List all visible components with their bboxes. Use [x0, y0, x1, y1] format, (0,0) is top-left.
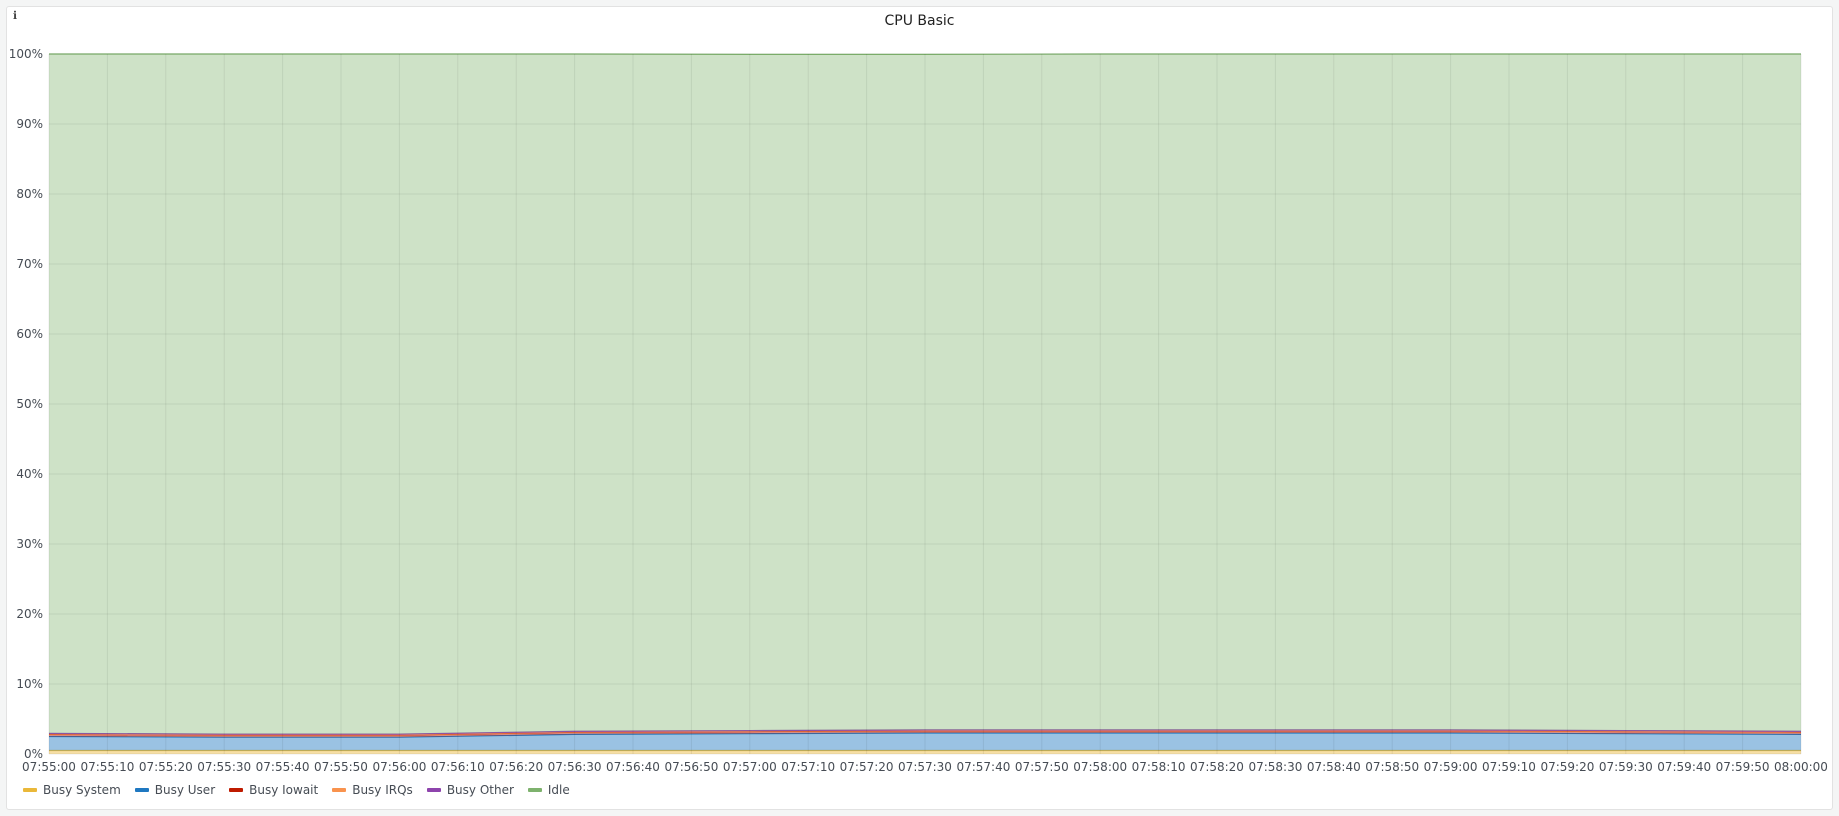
x-tick-label: 07:57:40: [956, 760, 1010, 774]
x-tick-label: 07:57:30: [898, 760, 952, 774]
legend-item-busy-system[interactable]: Busy System: [23, 783, 121, 797]
line-busy-irqs: [48, 729, 1802, 736]
x-tick-label: 07:55:30: [197, 760, 251, 774]
y-tick-label: 10%: [16, 677, 43, 691]
legend-label: Busy Iowait: [249, 783, 319, 797]
x-tick-label: 07:55:20: [139, 760, 193, 774]
y-tick-label: 70%: [16, 257, 43, 271]
legend-item-busy-other[interactable]: Busy Other: [426, 783, 514, 797]
x-tick-label: 07:59:30: [1599, 760, 1653, 774]
x-tick-label: 07:55:10: [80, 760, 134, 774]
x-tick-label: 07:56:30: [548, 760, 602, 774]
legend-label: Busy User: [154, 783, 216, 797]
x-tick-label: 07:59:50: [1716, 760, 1770, 774]
x-tick-label: 07:58:40: [1307, 760, 1361, 774]
x-tick-label: 07:59:20: [1540, 760, 1594, 774]
y-tick-label: 100%: [9, 47, 43, 61]
cpu-chart[interactable]: 0% 10% 20% 30% 40% 50% 60% 70% 80% 90% 100% 07:55:0…: [7, 7, 1834, 777]
x-tick-label: 07:59:00: [1424, 760, 1478, 774]
panel-title[interactable]: CPU Basic: [884, 13, 955, 29]
legend-item-idle[interactable]: Idle: [527, 783, 570, 797]
x-tick-label: 07:57:00: [723, 760, 777, 774]
x-tick-label: 07:59:40: [1657, 760, 1711, 774]
x-tick-label: 07:58:50: [1365, 760, 1419, 774]
x-tick-label: 07:56:10: [431, 760, 485, 774]
legend-swatch: [134, 788, 149, 792]
legend-swatch: [23, 788, 37, 792]
x-tick-label: 08:00:00: [1774, 760, 1828, 774]
legend-item-busy-irqs[interactable]: Busy IRQs: [332, 783, 413, 797]
x-tick-label: 07:58:00: [1073, 760, 1127, 774]
x-tick-label: 07:57:50: [1015, 760, 1069, 774]
legend-label: Busy System: [43, 783, 121, 797]
legend-swatch: [229, 788, 244, 792]
legend: Busy System Busy User Busy Iowait Busy I…: [23, 783, 570, 797]
x-tick-label: 07:55:50: [314, 760, 368, 774]
legend-label: Busy Other: [446, 783, 514, 797]
x-tick-label: 07:57:10: [781, 760, 835, 774]
y-tick-label: 0%: [24, 747, 43, 761]
area-busy-iowait[interactable]: [49, 730, 1801, 738]
y-tick-label: 50%: [16, 397, 43, 411]
x-tick-label: 07:57:20: [840, 760, 894, 774]
x-tick-label: 07:55:40: [256, 760, 310, 774]
y-tick-label: 40%: [16, 467, 43, 481]
y-tick-label: 60%: [16, 327, 43, 341]
legend-swatch: [527, 788, 542, 792]
info-icon[interactable]: ℹ: [12, 9, 18, 22]
legend-swatch: [426, 788, 441, 792]
x-tick-label: 07:58:10: [1132, 760, 1186, 774]
legend-swatch: [332, 788, 347, 792]
y-tick-label: 80%: [16, 187, 43, 201]
x-tick-label: 07:58:30: [1248, 760, 1302, 774]
x-tick-label: 07:55:00: [22, 760, 76, 774]
y-tick-label: 30%: [16, 537, 43, 551]
legend-item-busy-user[interactable]: Busy User: [134, 783, 216, 797]
area-idle[interactable]: [49, 54, 1801, 735]
legend-label: Busy IRQs: [352, 783, 413, 797]
legend-label: Idle: [547, 783, 570, 797]
cpu-basic-panel: ℹ CPU Basic 0% 10% 20% 30% 40% 50% 60% 70% 80% 90…: [6, 6, 1833, 810]
x-tick-label: 07:56:20: [489, 760, 543, 774]
area-busy-system[interactable]: [49, 750, 1801, 755]
y-tick-label: 20%: [16, 607, 43, 621]
y-tick-label: 90%: [16, 117, 43, 131]
x-tick-label: 07:56:50: [664, 760, 718, 774]
x-tick-label: 07:59:10: [1482, 760, 1536, 774]
line-busy-user: [48, 732, 1802, 738]
x-tick-label: 07:56:00: [372, 760, 426, 774]
x-tick-label: 07:56:40: [606, 760, 660, 774]
legend-item-busy-iowait[interactable]: Busy Iowait: [229, 783, 318, 797]
area-busy-user[interactable]: [49, 733, 1801, 751]
line-busy-other: [48, 729, 1802, 735]
x-tick-label: 07:58:20: [1190, 760, 1244, 774]
